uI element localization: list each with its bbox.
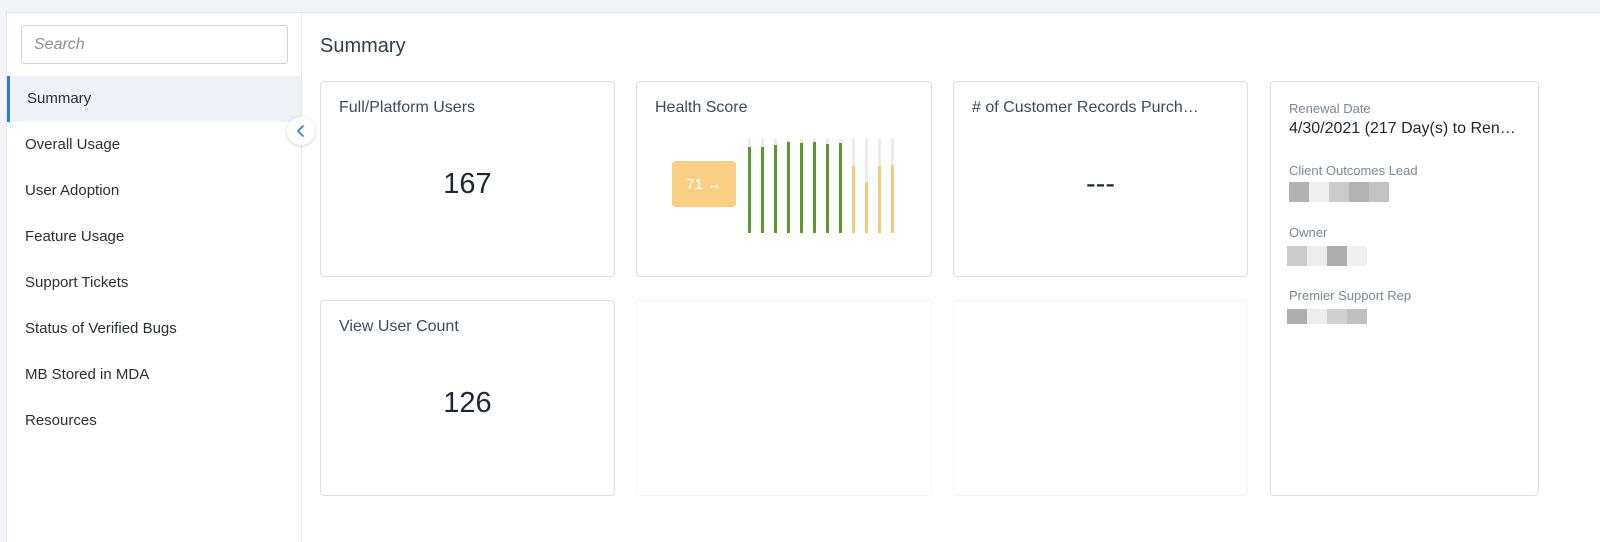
- owner-label: Owner: [1289, 225, 1328, 240]
- view-user-count-card[interactable]: View User Count 126: [320, 300, 615, 496]
- sidebar-item-user-adoption[interactable]: User Adoption: [25, 182, 120, 199]
- customer-records-card[interactable]: # of Customer Records Purch… ---: [953, 81, 1248, 277]
- card-title: Health Score: [655, 99, 748, 116]
- premier-support-label: Premier Support Rep: [1289, 288, 1412, 303]
- left-right-arrow-icon: ↔: [706, 175, 722, 193]
- health-score-value: 71: [686, 175, 703, 193]
- search-input[interactable]: [21, 25, 288, 64]
- empty-card-placeholder: [636, 300, 932, 496]
- app-frame: Summary Overall Usage User Adoption Feat…: [6, 12, 1600, 542]
- health-bar: [839, 143, 842, 233]
- owner-redacted: [1287, 246, 1367, 266]
- sidebar-item-feature-usage[interactable]: Feature Usage: [25, 228, 125, 245]
- page-title: Summary: [320, 35, 406, 57]
- sidebar-item-resources[interactable]: Resources: [25, 412, 97, 429]
- health-bar: [787, 142, 790, 233]
- renewal-date-label: Renewal Date: [1289, 101, 1371, 116]
- health-bar: [878, 166, 881, 233]
- card-title: View User Count: [339, 318, 459, 335]
- card-title: # of Customer Records Purch…: [972, 99, 1199, 116]
- health-score-badge: 71 ↔: [672, 161, 736, 207]
- health-bar: [813, 142, 816, 233]
- health-bar: [748, 147, 751, 233]
- health-score-card[interactable]: Health Score 71 ↔: [636, 81, 932, 277]
- client-outcomes-lead-label: Client Outcomes Lead: [1289, 163, 1418, 178]
- sidebar-item-overall-usage[interactable]: Overall Usage: [25, 136, 121, 153]
- health-bar: [865, 182, 868, 233]
- sidebar-item-mb-stored[interactable]: MB Stored in MDA: [25, 366, 150, 383]
- chevron-left-icon: [297, 125, 304, 137]
- client-outcomes-lead-redacted: [1289, 182, 1389, 202]
- health-bar: [761, 147, 764, 233]
- sidebar-collapse-button[interactable]: [287, 117, 315, 145]
- empty-card-placeholder: [953, 300, 1248, 496]
- health-trend-bars: [748, 139, 894, 233]
- sidebar-item-verified-bugs[interactable]: Status of Verified Bugs: [25, 320, 177, 337]
- renewal-date-value: 4/30/2021 (217 Day(s) to Ren…: [1289, 120, 1516, 137]
- card-title: Full/Platform Users: [339, 99, 476, 116]
- full-users-value: 167: [443, 168, 492, 200]
- full-users-card[interactable]: Full/Platform Users 167: [320, 81, 615, 277]
- health-bar: [852, 166, 855, 233]
- account-info-card: Renewal Date 4/30/2021 (217 Day(s) to Re…: [1270, 81, 1539, 496]
- sidebar-item-support-tickets[interactable]: Support Tickets: [25, 274, 129, 291]
- sidebar-nav: Summary Overall Usage User Adoption Feat…: [7, 76, 301, 444]
- health-bar: [826, 144, 829, 233]
- health-bar: [774, 145, 777, 233]
- sidebar: Summary Overall Usage User Adoption Feat…: [7, 13, 302, 542]
- health-bar: [891, 165, 894, 233]
- health-bar: [800, 143, 803, 233]
- customer-records-value: ---: [1086, 168, 1115, 200]
- premier-support-redacted: [1287, 309, 1367, 324]
- view-user-count-value: 126: [443, 387, 492, 419]
- sidebar-item-summary[interactable]: Summary: [7, 76, 301, 122]
